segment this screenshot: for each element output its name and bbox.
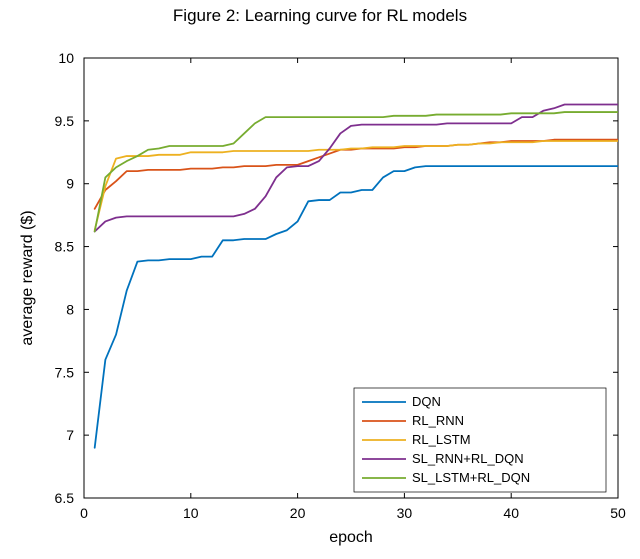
y-tick-label: 9 bbox=[66, 176, 74, 192]
y-tick-label: 6.5 bbox=[55, 490, 75, 506]
y-tick-label: 7.5 bbox=[55, 364, 75, 380]
x-axis-label: epoch bbox=[329, 529, 373, 546]
y-tick-label: 10 bbox=[58, 50, 74, 66]
learning-curve-chart: 0 10 20 30 40 50 6.5 7 7.5 8 8.5 9 9.5 10 epoch average… bbox=[0, 40, 640, 559]
y-axis-label: average reward ($) bbox=[19, 210, 36, 345]
legend-label: DQN bbox=[412, 394, 441, 409]
x-tick-label: 30 bbox=[397, 505, 413, 521]
legend-label: SL_LSTM+RL_DQN bbox=[412, 470, 530, 485]
x-tick-label: 10 bbox=[183, 505, 199, 521]
figure-caption: Figure 2: Learning curve for RL models bbox=[0, 0, 640, 26]
y-tick-label: 8.5 bbox=[55, 239, 75, 255]
x-tick-label: 20 bbox=[290, 505, 306, 521]
x-tick-label: 0 bbox=[80, 505, 88, 521]
y-tick-label: 8 bbox=[66, 301, 74, 317]
x-tick-label: 50 bbox=[610, 505, 626, 521]
legend-label: RL_RNN bbox=[412, 413, 464, 428]
y-tick-label: 7 bbox=[66, 427, 74, 443]
legend-label: SL_RNN+RL_DQN bbox=[412, 451, 524, 466]
chart-container: 0 10 20 30 40 50 6.5 7 7.5 8 8.5 9 9.5 10 epoch average… bbox=[0, 40, 640, 559]
x-tick-label: 40 bbox=[503, 505, 519, 521]
legend-label: RL_LSTM bbox=[412, 432, 471, 447]
y-tick-label: 9.5 bbox=[55, 113, 75, 129]
